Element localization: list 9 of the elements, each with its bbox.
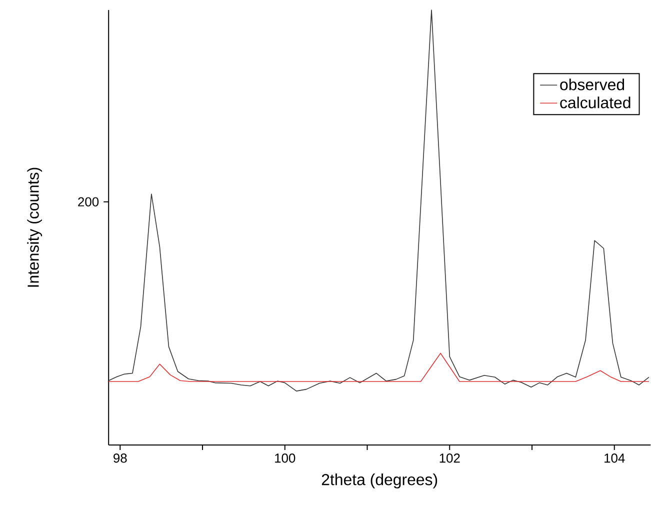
- y-axis-title: Intensity (counts): [27, 168, 42, 287]
- legend-label: calculated: [560, 96, 630, 108]
- x-tick-label: 102: [440, 454, 460, 463]
- x-tick-label: 100: [275, 454, 296, 463]
- text: 200: [78, 197, 99, 206]
- x-tick-label: 104: [604, 454, 625, 463]
- x-axis-title: 2theta (degrees): [322, 474, 438, 488]
- x-tick-label: 98: [114, 454, 127, 463]
- legend-label: observed: [560, 78, 624, 90]
